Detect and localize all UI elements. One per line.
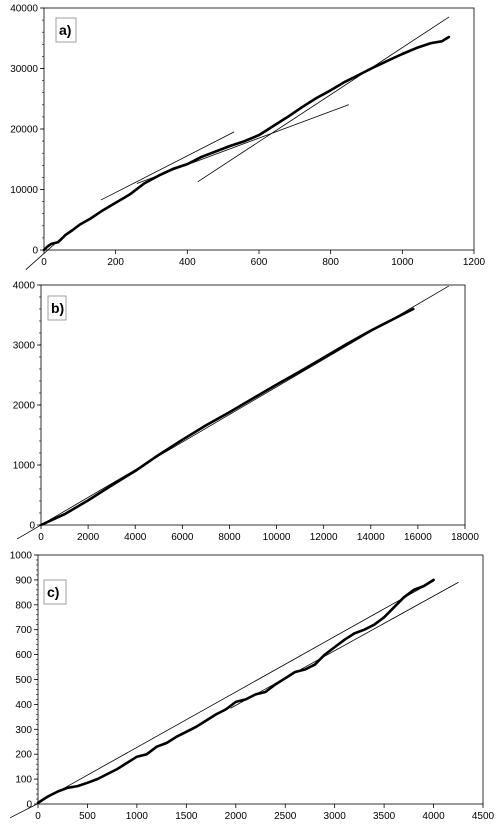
plot-frame bbox=[43, 7, 475, 251]
x-tick-label: 2500 bbox=[274, 811, 297, 822]
panel-3: 0 100 200 300 400 500 600 700 800 900 1000 0 500 1000… bbox=[10, 551, 495, 823]
fit-line bbox=[197, 16, 450, 183]
fit-line bbox=[25, 233, 66, 270]
x-tick-label: 4000 bbox=[422, 811, 445, 822]
panel-2: 0 1000 2000 3000 4000 0 2000 4000 6000 8000 10000 1… bbox=[13, 281, 480, 544]
x-tick-label: 16000 bbox=[404, 532, 432, 543]
fit-line bbox=[37, 580, 435, 804]
y-tick-label: 2000 bbox=[13, 401, 36, 412]
x-tick-label: 10000 bbox=[263, 532, 291, 543]
panel-label: a) bbox=[59, 22, 71, 38]
panel-label-box bbox=[55, 17, 77, 43]
y-tick-label: 900 bbox=[15, 575, 32, 586]
x-tick-label: 200 bbox=[107, 257, 124, 268]
y-tick-label: 40000 bbox=[10, 4, 38, 15]
x-tick-label: 18000 bbox=[451, 532, 479, 543]
fit-line bbox=[100, 131, 235, 201]
plot-frame bbox=[37, 554, 484, 805]
y-tick-label: 500 bbox=[15, 675, 32, 686]
y-tick-label: 30000 bbox=[10, 64, 38, 75]
x-tick-label: 2000 bbox=[77, 532, 100, 543]
y-tick-label: 600 bbox=[15, 650, 32, 661]
fit-line bbox=[136, 104, 350, 184]
panel-label-box bbox=[43, 579, 67, 605]
y-tick-label: 200 bbox=[15, 750, 32, 761]
x-tick-label: 4000 bbox=[124, 532, 147, 543]
y-tick-label: 700 bbox=[15, 625, 32, 636]
x-tick-label: 6000 bbox=[171, 532, 194, 543]
panel-label: b) bbox=[51, 300, 64, 316]
x-tick-label: 1500 bbox=[175, 811, 198, 822]
x-tick-label: 0 bbox=[41, 257, 47, 268]
y-tick-label: 400 bbox=[15, 700, 32, 711]
y-tick-label: 1000 bbox=[10, 551, 33, 562]
x-tick-label: 0 bbox=[35, 811, 41, 822]
panel-1: 0 10000 20000 30000 40000 0 200 400 600 800 1000 12… bbox=[10, 4, 486, 270]
x-tick-label: 14000 bbox=[357, 532, 385, 543]
data-series-line bbox=[36, 578, 435, 805]
data-series-line bbox=[39, 307, 415, 527]
y-tick-label: 0 bbox=[29, 521, 35, 532]
y-tick-label: 100 bbox=[15, 775, 32, 786]
x-tick-label: 4500 bbox=[472, 811, 495, 822]
x-tick-label: 2000 bbox=[225, 811, 248, 822]
panel-label-box bbox=[47, 295, 67, 321]
y-tick-label: 1000 bbox=[13, 461, 36, 472]
x-tick-label: 1000 bbox=[391, 257, 414, 268]
x-tick-label: 3000 bbox=[324, 811, 347, 822]
fit-line bbox=[230, 582, 459, 709]
panel-label: c) bbox=[47, 584, 59, 600]
data-series-line bbox=[42, 35, 451, 252]
y-tick-label: 300 bbox=[15, 725, 32, 736]
x-tick-label: 1000 bbox=[126, 811, 149, 822]
fit-line bbox=[9, 801, 43, 819]
y-tick-label: 0 bbox=[26, 800, 32, 811]
y-tick-label: 0 bbox=[32, 246, 38, 257]
y-tick-label: 20000 bbox=[10, 125, 38, 136]
x-tick-label: 600 bbox=[251, 257, 268, 268]
y-tick-label: 4000 bbox=[13, 281, 36, 292]
y-tick-label: 800 bbox=[15, 600, 32, 611]
x-tick-label: 12000 bbox=[310, 532, 338, 543]
fit-line bbox=[16, 285, 449, 540]
y-tick-label: 3000 bbox=[13, 341, 36, 352]
x-tick-label: 500 bbox=[79, 811, 96, 822]
x-tick-label: 3500 bbox=[373, 811, 396, 822]
x-tick-label: 400 bbox=[179, 257, 196, 268]
x-tick-label: 800 bbox=[322, 257, 339, 268]
x-tick-label: 8000 bbox=[218, 532, 241, 543]
y-tick-label: 10000 bbox=[10, 185, 38, 196]
x-tick-label: 1200 bbox=[463, 257, 486, 268]
x-tick-label: 0 bbox=[38, 532, 44, 543]
